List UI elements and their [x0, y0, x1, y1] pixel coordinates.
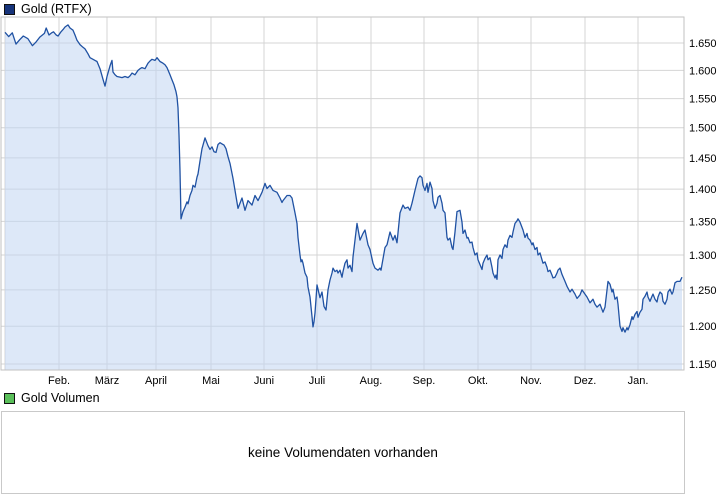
volume-panel: keine Volumendaten vorhanden: [1, 411, 685, 494]
y-tick-label: 1.550: [689, 94, 717, 106]
price-series-legend: Gold (RTFX): [4, 3, 92, 15]
x-tick-label: Sep.: [413, 375, 436, 387]
y-tick-label: 1.350: [689, 216, 717, 228]
price-series-label: Gold (RTFX): [21, 2, 92, 16]
volume-series-color-swatch: [4, 392, 15, 404]
price-line: [4, 24, 683, 333]
x-tick-label: Juni: [254, 375, 274, 387]
x-tick-label: Feb.: [48, 375, 70, 387]
x-tick-label: März: [95, 375, 119, 387]
y-tick-label: 1.600: [689, 65, 717, 77]
price-series-color-swatch: [4, 3, 15, 15]
y-tick-label: 1.200: [689, 321, 717, 333]
y-tick-label: 1.400: [689, 184, 717, 196]
price-chart: 1.650 1.600 1.550 1.500 1.450 1.400 1.350 1.300…: [0, 16, 717, 387]
x-tick-label: Okt.: [468, 375, 488, 387]
x-tick-label: Aug.: [360, 375, 383, 387]
x-tick-label: Dez.: [574, 375, 597, 387]
y-tick-label: 1.500: [689, 123, 717, 135]
y-tick-label: 1.250: [689, 285, 717, 297]
x-tick-label: Juli: [309, 375, 326, 387]
plot-border: [0, 16, 685, 371]
y-tick-label: 1.300: [689, 250, 717, 262]
x-tick-label: Nov.: [520, 375, 542, 387]
y-tick-label: 1.150: [689, 359, 717, 371]
volume-series-legend: Gold Volumen: [4, 392, 100, 404]
y-tick-label: 1.650: [689, 38, 717, 50]
x-tick-label: Mai: [202, 375, 220, 387]
x-tick-label: April: [145, 375, 167, 387]
volume-series-label: Gold Volumen: [21, 391, 100, 405]
x-tick-label: Jan.: [628, 375, 649, 387]
volume-empty-message: keine Volumendaten vorhanden: [248, 445, 438, 460]
price-area: [5, 24, 682, 371]
y-tick-label: 1.450: [689, 153, 717, 165]
